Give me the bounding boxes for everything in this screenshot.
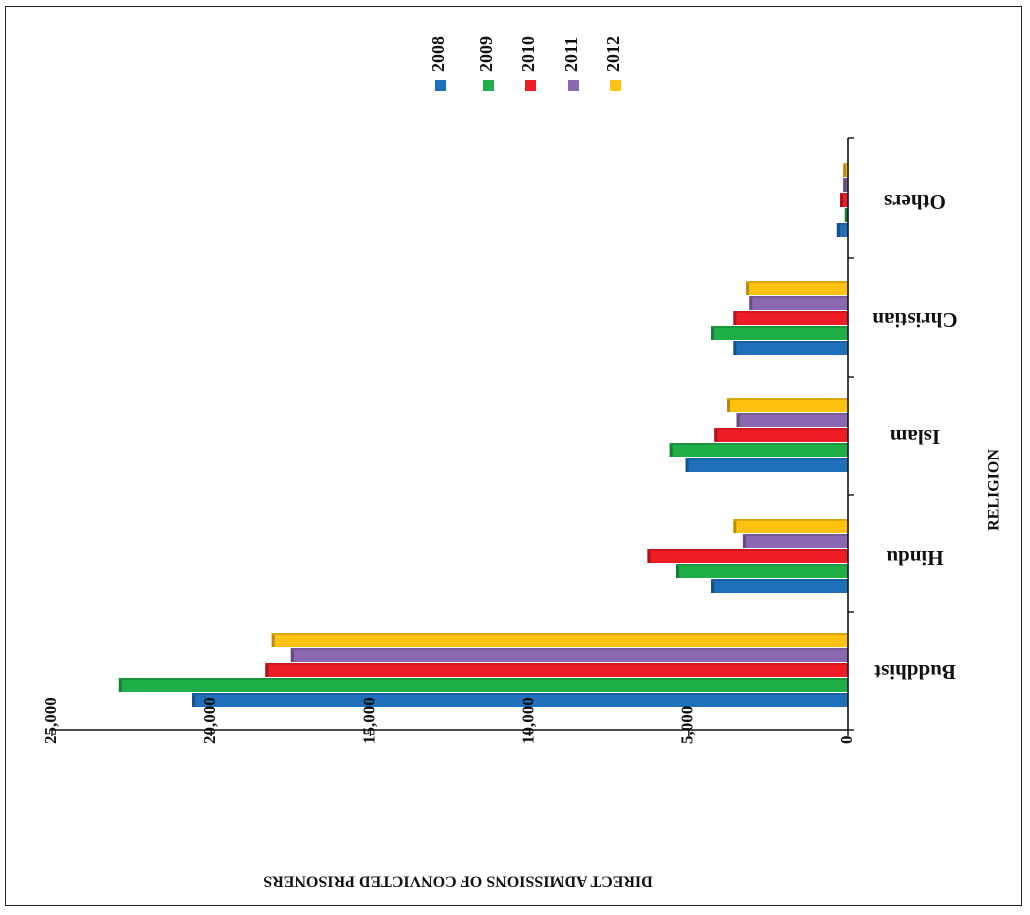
bar-hindu-2010 [647, 549, 848, 563]
bar-edge-christian-2011 [749, 296, 753, 310]
bar-top-others-2008 [836, 223, 848, 225]
bar-top-others-2011 [843, 178, 848, 180]
bar-top-islam-2010 [714, 428, 848, 430]
x-axis-title: RELIGION [986, 449, 1003, 531]
value-tick-label: 10,000 [519, 697, 538, 744]
bar-others-2010 [840, 193, 848, 207]
chart-frame [5, 6, 1022, 906]
bar-christian-2012 [746, 281, 848, 295]
bar-edge-buddhist-2008 [192, 693, 196, 707]
bar-top-christian-2009 [711, 326, 848, 328]
bar-islam-2011 [736, 413, 848, 427]
bar-top-buddhist-2008 [192, 693, 848, 695]
bar-top-christian-2011 [749, 296, 848, 298]
bar-top-christian-2010 [733, 311, 848, 313]
bar-top-others-2012 [843, 163, 848, 165]
bar-edge-buddhist-2011 [290, 648, 294, 662]
value-tick-label: 0 [837, 736, 856, 745]
legend-label-2009: 2009 [476, 36, 496, 72]
bar-edge-hindu-2010 [647, 549, 651, 563]
bar-christian-2008 [733, 341, 848, 355]
bar-others-2008 [836, 223, 848, 237]
bar-top-hindu-2008 [711, 579, 848, 581]
bar-islam-2009 [669, 443, 848, 457]
bar-edge-islam-2009 [669, 443, 673, 457]
bar-edge-others-2012 [843, 163, 847, 177]
value-tick-label: 20,000 [200, 697, 219, 744]
bar-buddhist-2009 [118, 678, 848, 692]
bar-top-islam-2011 [736, 413, 848, 415]
bar-edge-others-2010 [840, 193, 844, 207]
bar-buddhist-2008 [192, 693, 848, 707]
legend-label-2011: 2011 [561, 37, 581, 72]
bar-top-hindu-2009 [676, 564, 848, 566]
bar-top-others-2010 [840, 193, 848, 195]
legend-swatch-2008 [435, 80, 446, 91]
bar-buddhist-2011 [290, 648, 848, 662]
bar-edge-islam-2011 [736, 413, 740, 427]
bar-islam-2008 [685, 458, 848, 472]
bar-islam-2012 [727, 398, 848, 412]
legend-swatch-2010 [525, 80, 536, 91]
bar-top-buddhist-2011 [290, 648, 848, 650]
bar-edge-islam-2008 [685, 458, 689, 472]
bar-edge-buddhist-2009 [118, 678, 122, 692]
bar-top-christian-2008 [733, 341, 848, 343]
legend-label-2008: 2008 [428, 36, 448, 72]
bar-edge-hindu-2008 [711, 579, 715, 593]
bar-edge-christian-2008 [733, 341, 737, 355]
category-label-hindu: Hindu [886, 546, 944, 570]
bar-edge-others-2008 [836, 223, 840, 237]
bar-buddhist-2012 [271, 633, 848, 647]
value-tick-label: 15,000 [359, 697, 378, 744]
legend-swatch-2009 [483, 80, 494, 91]
bar-hindu-2009 [676, 564, 848, 578]
category-label-others: Others [884, 190, 946, 214]
bar-top-hindu-2010 [647, 549, 848, 551]
bar-top-islam-2008 [685, 458, 848, 460]
bar-edge-christian-2010 [733, 311, 737, 325]
category-label-islam: Islam [889, 425, 940, 449]
bar-edge-islam-2012 [727, 398, 731, 412]
bar-top-buddhist-2012 [271, 633, 848, 635]
bar-edge-christian-2012 [746, 281, 750, 295]
legend-swatch-2011 [568, 80, 579, 91]
value-tick-label: 5,000 [678, 706, 697, 744]
bar-edge-others-2009 [844, 208, 848, 222]
bar-christian-2009 [711, 326, 848, 340]
bar-buddhist-2010 [265, 663, 848, 677]
bar-edge-islam-2010 [714, 428, 718, 442]
category-label-buddhist: Buddhist [874, 660, 956, 684]
bar-top-christian-2012 [746, 281, 848, 283]
bar-top-hindu-2011 [742, 534, 848, 536]
category-label-christian: Christian [872, 308, 958, 332]
bar-top-islam-2009 [669, 443, 848, 445]
bar-top-hindu-2012 [733, 519, 848, 521]
bar-top-buddhist-2009 [118, 678, 848, 680]
bar-hindu-2012 [733, 519, 848, 533]
bar-hindu-2008 [711, 579, 848, 593]
bar-christian-2010 [733, 311, 848, 325]
bar-top-buddhist-2010 [265, 663, 848, 665]
legend-label-2012: 2012 [603, 36, 623, 72]
bar-edge-hindu-2009 [676, 564, 680, 578]
bar-hindu-2011 [742, 534, 848, 548]
legend-swatch-2012 [610, 80, 621, 91]
legend-label-2010: 2010 [518, 36, 538, 72]
bar-christian-2011 [749, 296, 848, 310]
bar-top-islam-2012 [727, 398, 848, 400]
bar-edge-christian-2009 [711, 326, 715, 340]
y-axis-title: DIRECT ADMISSIONS OF CONVICTED PRISONERS [263, 872, 653, 889]
bar-edge-hindu-2011 [742, 534, 746, 548]
bar-edge-buddhist-2012 [271, 633, 275, 647]
bar-edge-buddhist-2010 [265, 663, 269, 677]
value-tick-label: 25,000 [41, 697, 60, 744]
bar-top-others-2009 [844, 208, 848, 210]
bar-edge-others-2011 [843, 178, 847, 192]
bar-islam-2010 [714, 428, 848, 442]
bar-edge-hindu-2012 [733, 519, 737, 533]
